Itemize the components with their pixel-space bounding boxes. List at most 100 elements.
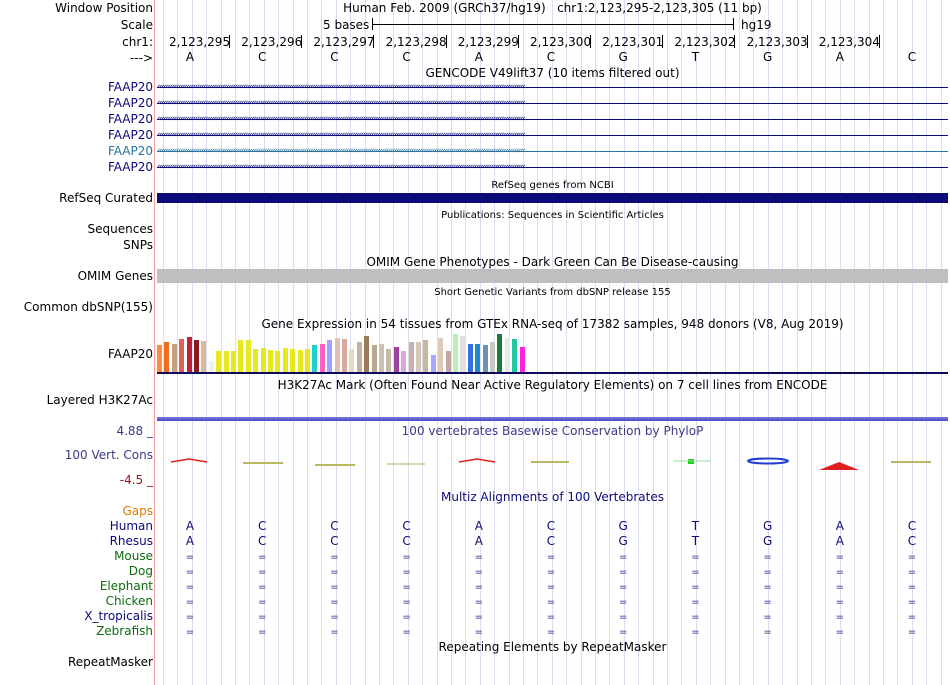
- gencode-gene-label[interactable]: FAAP20: [107, 96, 153, 110]
- gtex-tissue-bar[interactable]: [275, 351, 281, 372]
- gencode-gene-arrows[interactable]: ‹‹‹‹‹‹‹‹‹‹‹‹‹‹‹‹‹‹‹‹‹‹‹‹‹‹‹‹‹‹‹‹‹‹‹‹‹‹‹‹…: [157, 112, 948, 126]
- gtex-bar-chart[interactable]: [157, 332, 557, 372]
- omim-track-label[interactable]: OMIM Genes: [77, 269, 153, 283]
- grid-line: [451, 0, 452, 685]
- gtex-tissue-bar[interactable]: [290, 349, 296, 372]
- gtex-tissue-bar[interactable]: [327, 339, 333, 372]
- phylop-plot[interactable]: [155, 452, 950, 474]
- gtex-tissue-bar[interactable]: [305, 349, 310, 372]
- gtex-tissue-bar[interactable]: [490, 341, 495, 372]
- gencode-gene-arrows[interactable]: ‹‹‹‹‹‹‹‹‹‹‹‹‹‹‹‹‹‹‹‹‹‹‹‹‹‹‹‹‹‹‹‹‹‹‹‹‹‹‹‹…: [157, 128, 948, 142]
- gencode-gene-arrows[interactable]: ‹‹‹‹‹‹‹‹‹‹‹‹‹‹‹‹‹‹‹‹‹‹‹‹‹‹‹‹‹‹‹‹‹‹‹‹‹‹‹‹…: [157, 144, 948, 158]
- refseq-track-label[interactable]: RefSeq Curated: [59, 191, 153, 205]
- gencode-gene-arrows[interactable]: ‹‹‹‹‹‹‹‹‹‹‹‹‹‹‹‹‹‹‹‹‹‹‹‹‹‹‹‹‹‹‹‹‹‹‹‹‹‹‹‹…: [157, 96, 948, 110]
- gtex-tissue-bar[interactable]: [179, 338, 185, 372]
- gtex-tissue-bar[interactable]: [194, 339, 199, 372]
- gencode-gene-label[interactable]: FAAP20: [107, 144, 153, 158]
- gtex-tissue-bar[interactable]: [268, 349, 273, 372]
- gtex-tissue-bar[interactable]: [497, 334, 503, 372]
- gtex-tissue-bar[interactable]: [231, 351, 236, 372]
- gtex-tissue-bar[interactable]: [157, 345, 162, 372]
- gtex-tissue-bar[interactable]: [445, 351, 451, 372]
- gencode-gene-label[interactable]: FAAP20: [107, 160, 153, 174]
- gtex-tissue-bar[interactable]: [223, 351, 229, 372]
- alignment-gap-marker: =: [763, 597, 772, 608]
- gtex-tissue-bar[interactable]: [245, 339, 251, 372]
- gtex-tissue-bar[interactable]: [453, 334, 458, 372]
- species-label[interactable]: Mouse: [114, 549, 153, 563]
- grid-line: [580, 0, 582, 685]
- gtex-tissue-bar[interactable]: [253, 349, 259, 372]
- species-label[interactable]: Elephant: [99, 579, 153, 593]
- gtex-tissue-bar[interactable]: [319, 343, 325, 372]
- gtex-tissue-bar[interactable]: [401, 351, 407, 372]
- gtex-tissue-bar[interactable]: [238, 339, 244, 372]
- gtex-tissue-bar[interactable]: [297, 349, 303, 372]
- refseq-gene-bar[interactable]: [157, 193, 948, 203]
- gtex-tissue-bar[interactable]: [512, 338, 518, 372]
- gtex-tissue-bar[interactable]: [504, 337, 510, 372]
- gtex-tissue-bar[interactable]: [519, 347, 525, 372]
- species-label[interactable]: Human: [109, 519, 153, 533]
- omim-track-title[interactable]: OMIM Gene Phenotypes - Dark Green Can Be…: [366, 255, 739, 269]
- gencode-gene-label[interactable]: FAAP20: [107, 112, 153, 126]
- gtex-tissue-bar[interactable]: [201, 340, 207, 372]
- gtex-tissue-bar[interactable]: [208, 360, 214, 372]
- multiz-track-title[interactable]: Multiz Alignments of 100 Vertebrates: [440, 490, 665, 504]
- repeatmasker-track-title[interactable]: Repeating Elements by RepeatMasker: [438, 640, 667, 654]
- species-label[interactable]: Rhesus: [109, 534, 153, 548]
- species-label[interactable]: Dog: [128, 564, 153, 578]
- omim-gene-bar[interactable]: [157, 269, 948, 283]
- gencode-gene-label[interactable]: FAAP20: [107, 128, 153, 142]
- gtex-tissue-bar[interactable]: [408, 341, 414, 372]
- gtex-tissue-bar[interactable]: [216, 351, 222, 372]
- gtex-tissue-bar[interactable]: [475, 343, 481, 372]
- phylop-track-label[interactable]: 100 Vert. Cons: [64, 448, 153, 462]
- alignment-gap-marker: =: [618, 552, 628, 563]
- gencode-track-title[interactable]: GENCODE V49lift37 (10 items filtered out…: [425, 66, 680, 80]
- species-label[interactable]: X_tropicalis: [84, 609, 153, 623]
- gtex-tissue-bar[interactable]: [371, 344, 377, 372]
- h3k27ac-signal[interactable]: [157, 417, 948, 421]
- gtex-tissue-bar[interactable]: [164, 341, 170, 372]
- refseq-track-title[interactable]: RefSeq genes from NCBI: [491, 180, 614, 191]
- gtex-track-label[interactable]: FAAP20: [107, 347, 153, 361]
- species-label[interactable]: Chicken: [105, 594, 153, 608]
- dbsnp-track-title[interactable]: Short Genetic Variants from dbSNP releas…: [434, 287, 671, 298]
- gtex-tissue-bar[interactable]: [460, 335, 466, 372]
- gtex-track-title[interactable]: Gene Expression in 54 tissues from GTEx …: [261, 317, 844, 331]
- gtex-tissue-bar[interactable]: [349, 349, 355, 372]
- publications-track-title[interactable]: Publications: Sequences in Scientific Ar…: [441, 210, 664, 221]
- gencode-gene-label[interactable]: FAAP20: [107, 80, 153, 94]
- publications-sequences-label[interactable]: Sequences: [87, 222, 153, 236]
- gtex-tissue-bar[interactable]: [482, 344, 488, 372]
- window-position-value[interactable]: Human Feb. 2009 (GRCh37/hg19) chr1:2,123…: [343, 1, 762, 15]
- dbsnp-track-label[interactable]: Common dbSNP(155): [23, 300, 153, 314]
- gtex-tissue-bar[interactable]: [416, 341, 421, 372]
- multiz-gaps-label[interactable]: Gaps: [122, 504, 153, 518]
- gtex-tissue-bar[interactable]: [334, 337, 340, 372]
- publications-snps-label[interactable]: SNPs: [123, 238, 153, 252]
- gtex-tissue-bar[interactable]: [430, 354, 436, 372]
- h3k27ac-track-label[interactable]: Layered H3K27Ac: [46, 393, 153, 407]
- gtex-tissue-bar[interactable]: [467, 343, 473, 372]
- species-label[interactable]: Zebrafish: [96, 624, 153, 638]
- gtex-tissue-bar[interactable]: [379, 343, 384, 372]
- gencode-gene-arrows[interactable]: ‹‹‹‹‹‹‹‹‹‹‹‹‹‹‹‹‹‹‹‹‹‹‹‹‹‹‹‹‹‹‹‹‹‹‹‹‹‹‹‹…: [157, 80, 948, 94]
- gtex-tissue-bar[interactable]: [393, 347, 399, 372]
- gtex-tissue-bar[interactable]: [171, 343, 177, 372]
- h3k27ac-track-title[interactable]: H3K27Ac Mark (Often Found Near Active Re…: [277, 378, 828, 392]
- gtex-tissue-bar[interactable]: [423, 339, 429, 372]
- gtex-tissue-bar[interactable]: [312, 344, 318, 372]
- gtex-tissue-bar[interactable]: [260, 348, 266, 372]
- gtex-tissue-bar[interactable]: [342, 338, 347, 372]
- gtex-tissue-bar[interactable]: [364, 335, 370, 372]
- repeatmasker-track-label[interactable]: RepeatMasker: [67, 655, 153, 669]
- gtex-tissue-bar[interactable]: [438, 337, 444, 372]
- gencode-gene-arrows[interactable]: ‹‹‹‹‹‹‹‹‹‹‹‹‹‹‹‹‹‹‹‹‹‹‹‹‹‹‹‹‹‹‹‹‹‹‹‹‹‹‹‹…: [157, 160, 948, 174]
- gtex-tissue-bar[interactable]: [356, 342, 362, 372]
- gtex-tissue-bar[interactable]: [282, 348, 288, 372]
- phylop-track-title[interactable]: 100 vertebrates Basewise Conservation by…: [401, 424, 704, 438]
- gtex-tissue-bar[interactable]: [386, 349, 392, 372]
- gtex-tissue-bar[interactable]: [186, 337, 192, 372]
